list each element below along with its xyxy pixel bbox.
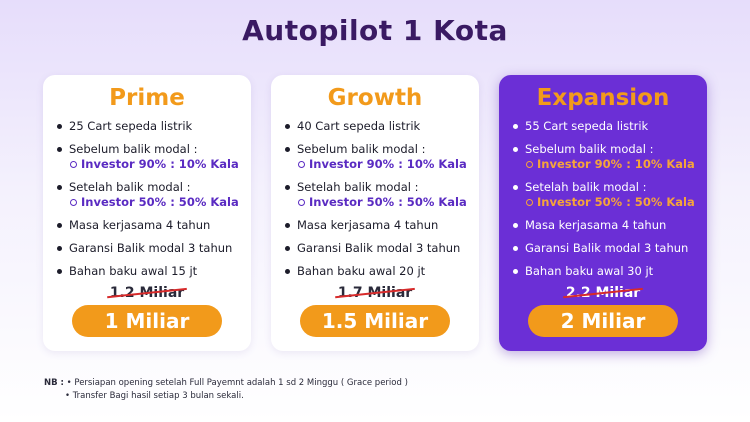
feature-item: Garansi Balik modal 3 tahun [513, 241, 701, 256]
feature-label: Setelah balik modal : [297, 180, 419, 194]
page-title: Autopilot 1 Kota [242, 14, 508, 47]
feature-item: 40 Cart sepeda listrik [285, 119, 473, 134]
feature-item: Garansi Balik modal 3 tahun [285, 241, 473, 256]
feature-item: Sebelum balik modal : Investor 90% : 10%… [285, 142, 473, 172]
feature-item: 55 Cart sepeda listrik [513, 119, 701, 134]
feature-label: Sebelum balik modal : [69, 142, 198, 156]
investor-split: Investor 90% : 10% Kala [525, 157, 701, 172]
notes-section: NB : • Persiapan opening setelah Full Pa… [44, 377, 408, 403]
feature-item: Bahan baku awal 20 jt [285, 264, 473, 279]
plan-name: Expansion [536, 85, 670, 111]
feature-item: Masa kerjasama 4 tahun [285, 218, 473, 233]
plan-name: Growth [327, 85, 423, 111]
plan-card-prime[interactable]: Prime 25 Cart sepeda listrik Sebelum bal… [43, 75, 251, 351]
feature-list: 55 Cart sepeda listrik Sebelum balik mod… [513, 119, 701, 287]
investor-split: Investor 50% : 50% Kala [297, 195, 473, 210]
notes-label: NB : [44, 378, 64, 388]
plan-card-growth[interactable]: Growth 40 Cart sepeda listrik Sebelum ba… [271, 75, 479, 351]
feature-label: Sebelum balik modal : [297, 142, 426, 156]
feature-label: Sebelum balik modal : [525, 142, 654, 156]
feature-item: Sebelum balik modal : Investor 90% : 10%… [513, 142, 701, 172]
feature-item: Masa kerjasama 4 tahun [57, 218, 245, 233]
feature-item: 25 Cart sepeda listrik [57, 119, 245, 134]
feature-item: Masa kerjasama 4 tahun [513, 218, 701, 233]
feature-item: Bahan baku awal 30 jt [513, 264, 701, 279]
old-price: 1.2 Miliar [109, 285, 185, 301]
plan-card-expansion[interactable]: Expansion 55 Cart sepeda listrik Sebelum… [499, 75, 707, 351]
feature-item: Setelah balik modal : Investor 50% : 50%… [57, 180, 245, 210]
old-price: 1.7 Miliar [337, 285, 413, 301]
feature-list: 25 Cart sepeda listrik Sebelum balik mod… [57, 119, 245, 287]
investor-split: Investor 50% : 50% Kala [69, 195, 245, 210]
feature-list: 40 Cart sepeda listrik Sebelum balik mod… [285, 119, 473, 287]
investor-split: Investor 90% : 10% Kala [297, 157, 473, 172]
price-button[interactable]: 2 Miliar [528, 305, 678, 337]
feature-item: Setelah balik modal : Investor 50% : 50%… [285, 180, 473, 210]
feature-item: Sebelum balik modal : Investor 90% : 10%… [57, 142, 245, 172]
plan-name: Prime [109, 85, 185, 111]
investor-split: Investor 90% : 10% Kala [69, 157, 245, 172]
investor-split: Investor 50% : 50% Kala [525, 195, 701, 210]
price-button[interactable]: 1.5 Miliar [300, 305, 450, 337]
price-button[interactable]: 1 Miliar [72, 305, 222, 337]
old-price: 2.2 Miliar [565, 285, 641, 301]
feature-item: Bahan baku awal 15 jt [57, 264, 245, 279]
feature-item: Setelah balik modal : Investor 50% : 50%… [513, 180, 701, 210]
feature-label: Setelah balik modal : [69, 180, 191, 194]
feature-item: Garansi Balik modal 3 tahun [57, 241, 245, 256]
note-item: • Transfer Bagi hasil setiap 3 bulan sek… [65, 391, 244, 401]
feature-label: Setelah balik modal : [525, 180, 647, 194]
note-item: • Persiapan opening setelah Full Payemnt… [66, 378, 408, 388]
